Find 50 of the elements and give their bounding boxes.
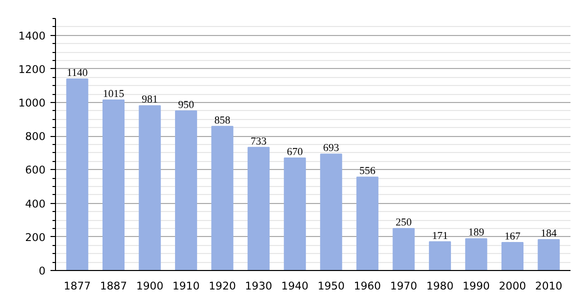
x-tick-label: 1887 [100,280,128,292]
data-label: 1140 [66,68,88,79]
bar [211,126,234,270]
data-label: 733 [250,136,267,148]
data-label: 981 [142,94,158,106]
bar [538,239,560,270]
bar [102,99,125,270]
bar [320,154,342,270]
data-label: 171 [432,230,448,242]
bar [284,157,306,270]
data-label: 858 [214,115,230,126]
x-tick-label: 1920 [208,280,236,292]
y-tick-label: 1400 [18,29,46,42]
x-tick-label: 2010 [535,280,563,292]
data-label: 693 [323,143,340,154]
bar [428,241,451,270]
bar [465,238,488,270]
x-tick-label: 1900 [136,280,164,292]
y-tick-label: 400 [25,197,46,210]
data-label: 250 [396,218,412,228]
bar [66,78,88,270]
bar [501,242,524,270]
x-tick-label: 1950 [318,280,345,292]
x-tick-label: 1980 [426,280,454,292]
bar [392,228,415,270]
y-tick-label: 600 [25,164,46,177]
x-tick-label: 1990 [462,280,490,292]
x-tick-label: 1940 [281,280,309,292]
x-tick-label: 1877 [64,280,91,292]
x-tick-label: 1930 [245,280,272,292]
y-tick-label: 1000 [18,96,46,110]
data-label: 670 [286,146,303,158]
data-label: 167 [504,231,522,242]
bar [175,110,198,270]
x-tick-label: 2000 [498,280,526,292]
bar [248,146,270,270]
data-label: 556 [359,166,376,178]
data-label: 189 [468,228,484,239]
data-label: 950 [178,100,194,111]
y-tick-label: 800 [25,130,46,144]
x-tick-label: 1960 [354,280,382,292]
y-tick-label: 200 [25,230,46,244]
x-tick-label: 1970 [390,280,418,292]
bar [356,176,378,270]
y-tick-label: 1200 [18,62,46,76]
data-label: 1015 [102,88,124,100]
y-tick-label: 0 [38,264,46,278]
data-label: 184 [540,228,558,240]
bar [138,105,161,270]
x-tick-label: 1910 [172,280,200,292]
